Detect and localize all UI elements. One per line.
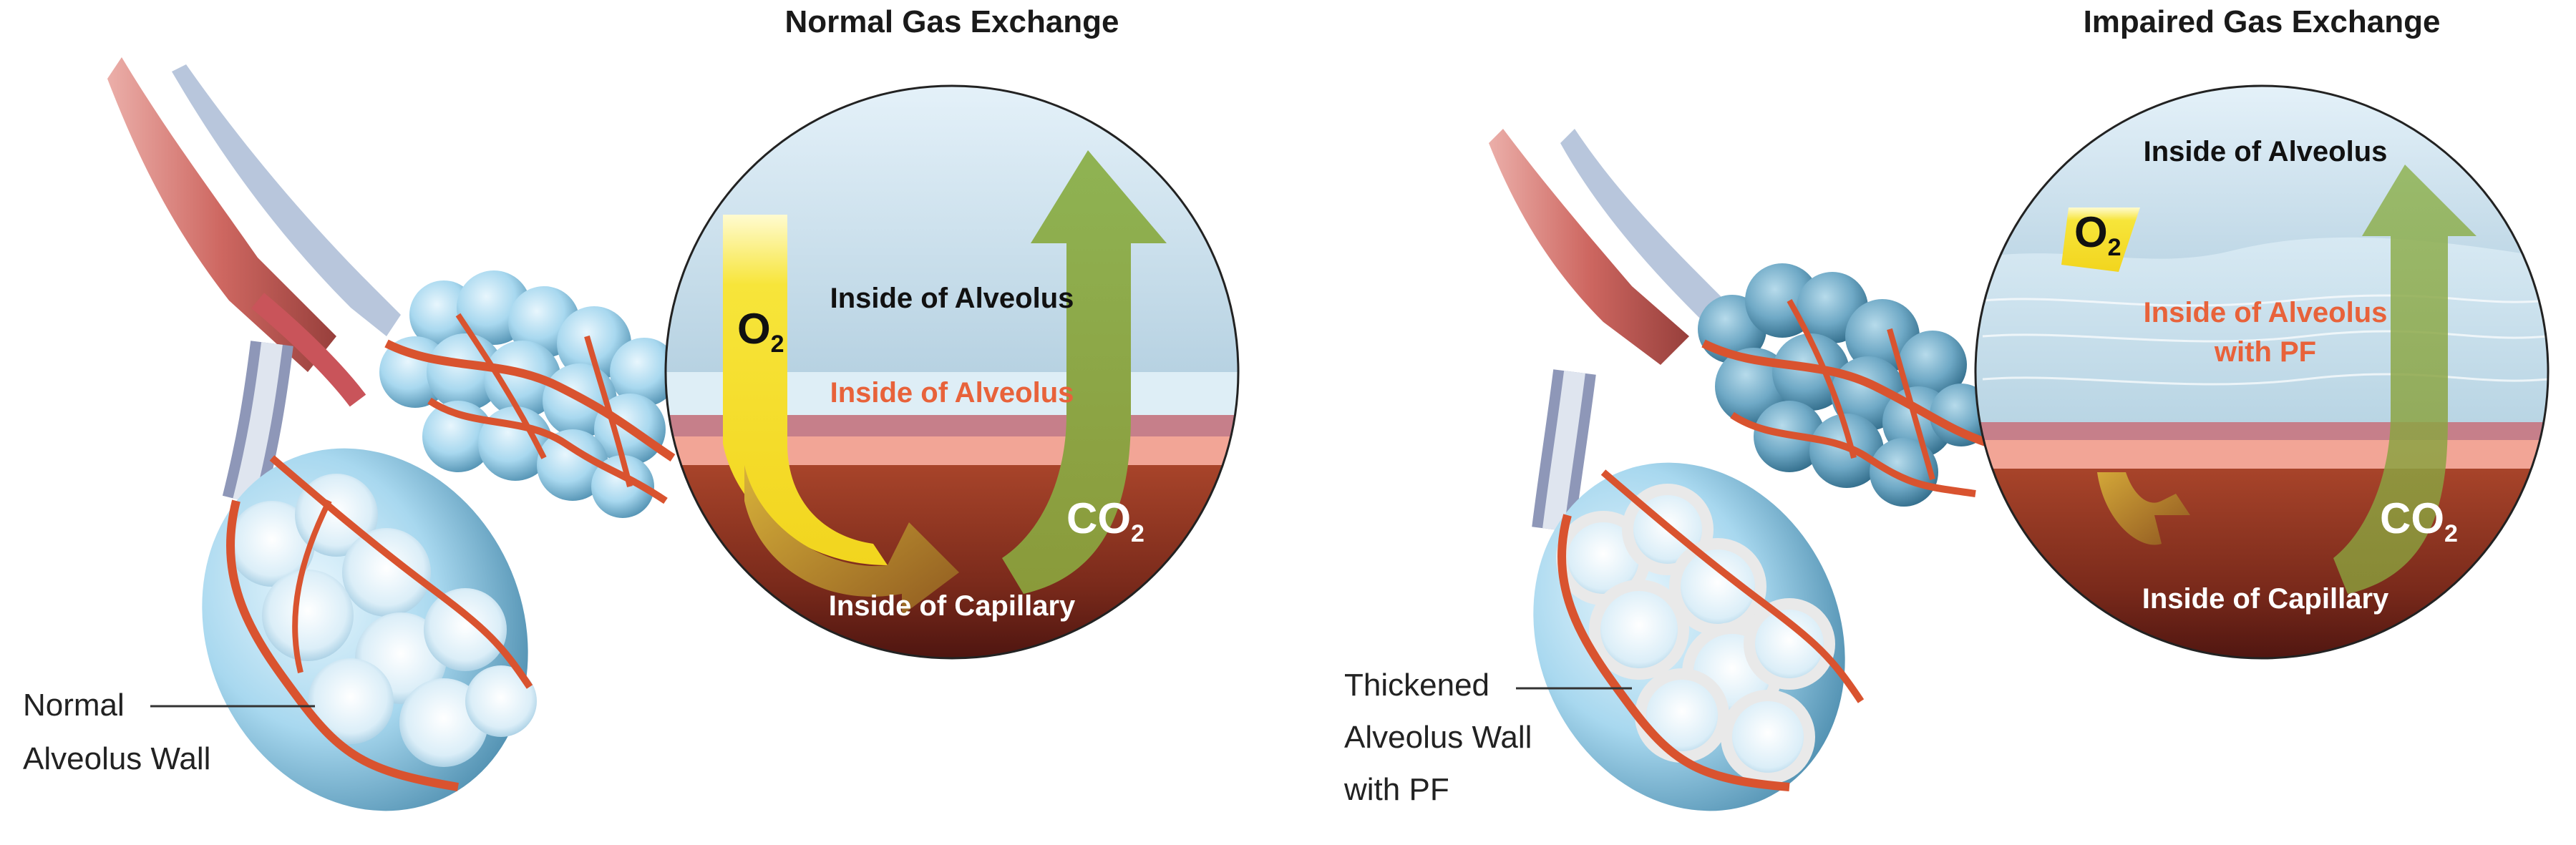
left-o2-arrow <box>723 215 888 565</box>
left-panel-title: Normal Gas Exchange <box>784 4 1119 39</box>
right-callout-line1: Thickened <box>1344 668 1489 703</box>
right-inside-alveolus-pf-line1: Inside of Alveolus <box>2144 297 2388 328</box>
left-callout-line1: Normal <box>23 688 125 723</box>
left-inside-alveolus-top-label: Inside of Alveolus <box>830 283 1074 314</box>
left-inside-capillary-label: Inside of Capillary <box>829 590 1076 622</box>
right-callout: Thickened Alveolus Wall with PF <box>1343 668 1632 807</box>
left-airway-illustration <box>107 57 401 507</box>
left-upper-alveoli-cluster <box>379 270 679 518</box>
right-callout-line3: with PF <box>1343 772 1449 807</box>
left-o2-label: O2 <box>737 305 784 358</box>
right-o2-label: O2 <box>2074 208 2121 261</box>
right-airway-illustration <box>1489 129 1746 532</box>
right-inside-alveolus-pf-line2: with PF <box>2214 336 2316 368</box>
left-callout: Normal Alveolus Wall <box>23 688 315 776</box>
right-magnified-circle: Inside of Alveolus Inside of Alveolus wi… <box>1974 84 2550 660</box>
right-membrane-band <box>1975 440 2548 469</box>
right-co2-label: CO2 <box>2380 494 2458 547</box>
right-co2-arrow <box>2333 165 2477 594</box>
right-inside-capillary-label: Inside of Capillary <box>2142 583 2389 615</box>
left-lower-alveoli-cluster <box>202 448 537 811</box>
left-callout-line2: Alveolus Wall <box>23 741 210 776</box>
right-panel-title: Impaired Gas Exchange <box>2084 4 2441 39</box>
right-capillary-area <box>1975 469 2548 658</box>
left-panel: Normal Gas Exchange <box>23 4 1240 811</box>
right-panel: Impaired Gas Exchange <box>1343 4 2550 811</box>
left-magnified-circle: Inside of Alveolus Inside of Alveolus In… <box>664 84 1240 660</box>
right-pf-thickened-layer <box>1975 237 2548 422</box>
right-o2-arrow <box>2061 207 2140 272</box>
right-callout-line2: Alveolus Wall <box>1344 720 1532 755</box>
left-co2-arrow <box>1002 150 1167 594</box>
right-lower-alveoli-cluster <box>1533 462 1865 811</box>
left-inside-alveolus-band-label: Inside of Alveolus <box>830 377 1074 409</box>
left-co2-label: CO2 <box>1066 494 1144 547</box>
right-upper-alveoli-cluster <box>1698 263 1993 507</box>
right-inside-alveolus-top-label: Inside of Alveolus <box>2144 136 2388 167</box>
